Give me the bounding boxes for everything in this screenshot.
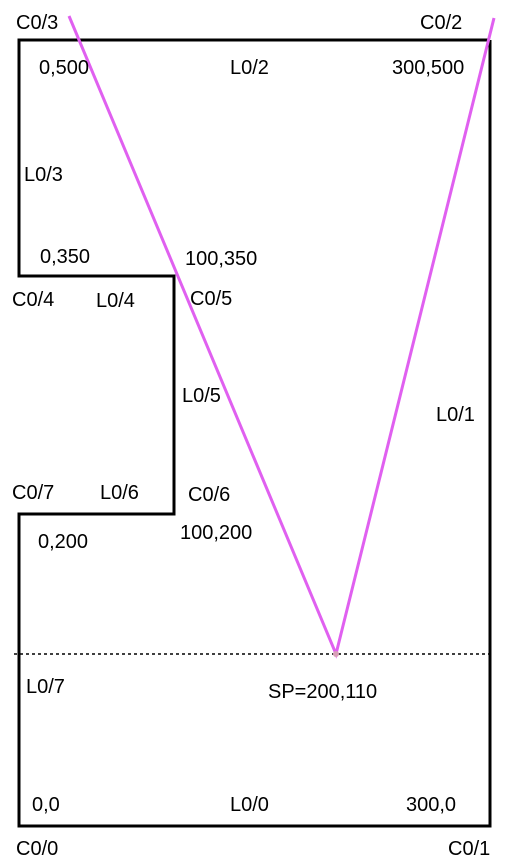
line-label-l00: L0/0 [230, 794, 269, 816]
coord-label-100-200: 100,200 [180, 522, 252, 544]
corner-label-c05: C0/5 [190, 288, 232, 310]
coord-label-100-350: 100,350 [185, 248, 257, 270]
coord-label-0-200: 0,200 [38, 531, 88, 553]
corner-label-c00: C0/0 [16, 838, 58, 860]
polygon-outline [17, 38, 492, 828]
line-label-l05: L0/5 [182, 385, 221, 407]
coord-label-300-500: 300,500 [392, 57, 464, 79]
sample-point-label: SP=200,110 [268, 681, 377, 703]
corner-label-c04: C0/4 [12, 289, 54, 311]
line-label-l07: L0/7 [26, 676, 65, 698]
coord-label-0-500: 0,500 [39, 57, 89, 79]
line-label-l01: L0/1 [436, 404, 475, 426]
line-label-l06: L0/6 [100, 482, 139, 504]
corner-label-c06: C0/6 [188, 484, 230, 506]
line-label-l02: L0/2 [230, 57, 269, 79]
corner-label-c01: C0/1 [448, 838, 490, 860]
coord-label-0-0: 0,0 [32, 794, 60, 816]
coord-label-0-350: 0,350 [40, 246, 90, 268]
line-label-l03: L0/3 [24, 164, 63, 186]
line-label-l04: L0/4 [96, 290, 135, 312]
corner-label-c02: C0/2 [420, 12, 462, 34]
sample-point-marker [333, 651, 339, 657]
corner-label-c07: C0/7 [12, 482, 54, 504]
corner-label-c03: C0/3 [16, 12, 58, 34]
ray-lines [67, 15, 496, 659]
coord-label-300-0: 300,0 [406, 794, 456, 816]
